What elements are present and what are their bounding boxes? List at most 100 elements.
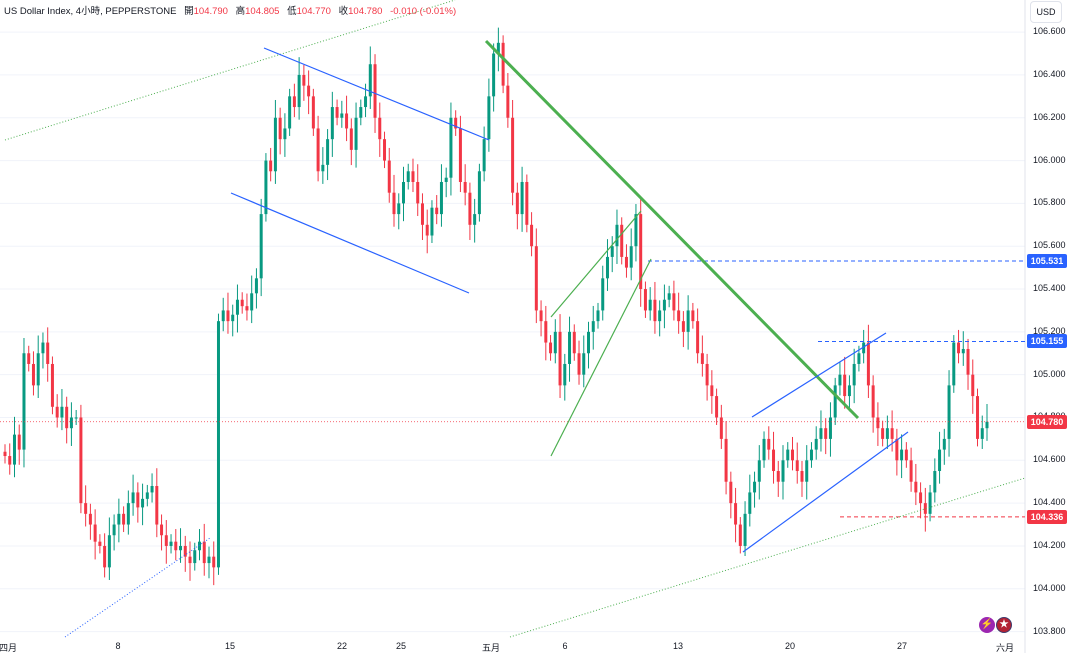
candle-body	[264, 160, 268, 215]
candle-body	[696, 321, 700, 354]
us-flag-icon[interactable]: ★	[996, 617, 1012, 633]
candle-body	[60, 406, 64, 418]
price-label: 105.531	[1027, 253, 1067, 268]
price-axis-tick: 103.800	[1033, 625, 1066, 636]
candle-body	[710, 385, 714, 397]
candle-body	[449, 117, 453, 178]
low-label: 低	[287, 6, 297, 17]
candle-body	[202, 541, 206, 564]
flash-icon[interactable]: ⚡	[979, 617, 995, 633]
time-axis-tick: 6	[562, 641, 568, 651]
time-axis-tick: 22	[336, 641, 348, 651]
candle-body	[909, 460, 913, 482]
candle-body	[900, 449, 904, 461]
candle-body	[373, 64, 377, 118]
candle-body	[482, 139, 486, 172]
candle-body	[458, 128, 462, 182]
candle-body	[809, 449, 813, 461]
candle-body	[416, 181, 420, 204]
candle-body	[212, 556, 216, 568]
candle-body	[84, 503, 88, 514]
time-axis-tick: 27	[896, 641, 908, 651]
candle-body	[980, 428, 984, 439]
candle-body	[17, 434, 21, 450]
candle-body	[364, 96, 368, 108]
candle-body	[558, 331, 562, 386]
time-axis-tick: 15	[224, 641, 236, 651]
candle-body	[601, 278, 605, 311]
candle-body	[216, 321, 220, 568]
rising-channel-lower	[742, 431, 909, 553]
candle-body	[321, 164, 325, 172]
candle-body	[871, 385, 875, 418]
candle-body	[753, 481, 757, 493]
candle-body	[743, 513, 747, 546]
time-axis-tick: 五月	[481, 643, 501, 653]
candle-body	[933, 471, 937, 493]
candle-body	[27, 353, 31, 364]
candle-body	[316, 128, 320, 172]
price-axis-tick: 105.400	[1033, 283, 1066, 294]
candle-body	[904, 449, 908, 461]
candle-body	[653, 299, 657, 322]
candle-body	[952, 342, 956, 386]
candle-body	[354, 117, 358, 150]
trendline-dotted-support	[509, 477, 1026, 638]
candle-body	[525, 181, 529, 225]
candle-body	[302, 74, 306, 86]
wedge-upper-line	[550, 210, 642, 318]
candle-body	[629, 246, 633, 268]
candle-body	[250, 293, 254, 311]
candle-body	[122, 513, 126, 525]
candle-body	[174, 541, 178, 551]
candle-body	[881, 428, 885, 439]
open-label: 開	[184, 6, 194, 17]
candle-body	[772, 449, 776, 472]
candle-body	[439, 181, 443, 215]
candle-body	[681, 321, 685, 332]
candle-body	[406, 171, 410, 182]
candle-body	[454, 117, 458, 129]
candle-body	[397, 203, 401, 215]
candle-body	[719, 417, 723, 439]
candle-body	[919, 492, 923, 504]
candle-body	[8, 456, 12, 465]
candle-body	[198, 541, 202, 551]
candle-body	[12, 434, 16, 465]
price-axis-tick: 106.200	[1033, 111, 1066, 122]
price-axis-tick: 105.800	[1033, 197, 1066, 208]
price-label: 105.155	[1027, 334, 1067, 349]
candle-body	[961, 348, 965, 354]
time-axis-tick: 六月	[995, 643, 1015, 653]
candle-body	[800, 471, 804, 482]
candle-body	[254, 278, 258, 294]
candle-body	[705, 363, 709, 386]
candle-body	[511, 117, 515, 193]
currency-button[interactable]: USD	[1030, 1, 1062, 23]
candle-body	[938, 449, 942, 472]
candle-body	[620, 224, 624, 257]
symbol-title[interactable]: US Dollar Index, 4小時, PEPPERSTONE	[4, 6, 177, 17]
wedge-lower-line	[550, 258, 652, 457]
candle-body	[487, 96, 491, 140]
candle-body	[596, 310, 600, 322]
close-label: 收	[338, 6, 349, 17]
candle-body	[345, 113, 349, 129]
candle-body	[155, 486, 159, 525]
trendline-dotted-upper	[4, 0, 456, 141]
candle-body	[814, 438, 818, 450]
price-axis-tick: 106.400	[1033, 68, 1066, 79]
candle-body	[515, 192, 519, 215]
candle-body	[966, 348, 970, 375]
candle-body	[326, 139, 330, 165]
candle-body	[226, 310, 230, 322]
candle-body	[492, 53, 496, 97]
candle-body	[150, 486, 154, 493]
candle-body	[971, 374, 975, 397]
candle-body	[468, 192, 472, 225]
candle-body	[534, 246, 538, 311]
price-label: 104.336	[1027, 509, 1067, 524]
candle-body	[31, 363, 35, 386]
